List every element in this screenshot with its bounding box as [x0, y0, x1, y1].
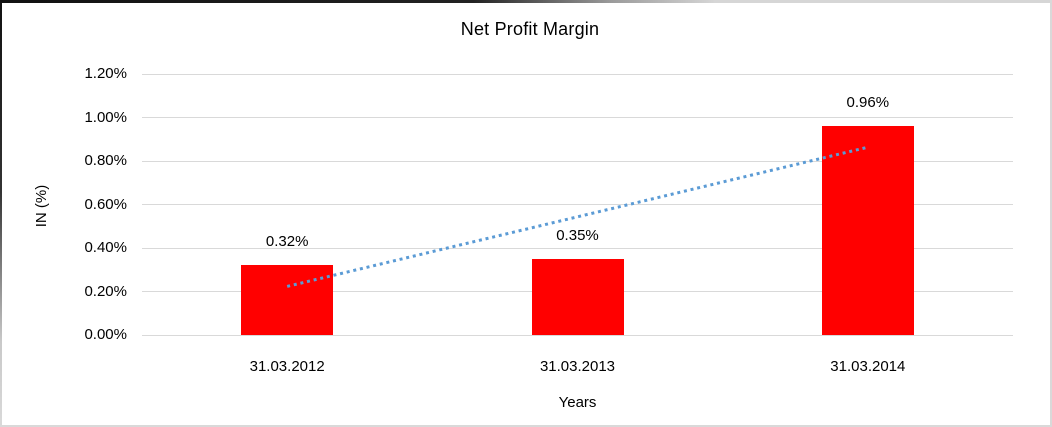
- bar-value-label: 0.35%: [556, 226, 599, 244]
- gridline: [142, 117, 1013, 118]
- gridline: [142, 334, 1013, 336]
- y-tick-label: 0.20%: [84, 282, 127, 300]
- bar: [821, 126, 914, 335]
- bar: [241, 265, 334, 335]
- frame-border-top: [0, 0, 1052, 3]
- frame-border-left: [0, 0, 2, 427]
- y-tick-label: 0.80%: [84, 152, 127, 169]
- x-tick-label: 31.03.2012: [249, 358, 325, 375]
- y-tick-label: 0.00%: [84, 326, 127, 343]
- y-tick-label: 1.00%: [84, 108, 127, 126]
- x-axis-title: Years: [558, 394, 597, 411]
- frame-border-right: [1050, 0, 1052, 427]
- y-tick-label: 0.40%: [84, 239, 127, 256]
- bar-value-label: 0.96%: [846, 94, 890, 112]
- chart-title: Net Profit Margin: [460, 19, 600, 39]
- y-tick-label: 0.60%: [84, 195, 127, 213]
- x-tick-label: 31.03.2014: [830, 358, 906, 375]
- y-tick-label: 1.20%: [84, 65, 127, 82]
- bar: [531, 258, 624, 335]
- gridline: [142, 73, 1013, 75]
- bar-value-label: 0.32%: [265, 233, 309, 251]
- frame-border-bottom: [0, 425, 1052, 427]
- x-tick-label: 31.03.2013: [539, 358, 616, 375]
